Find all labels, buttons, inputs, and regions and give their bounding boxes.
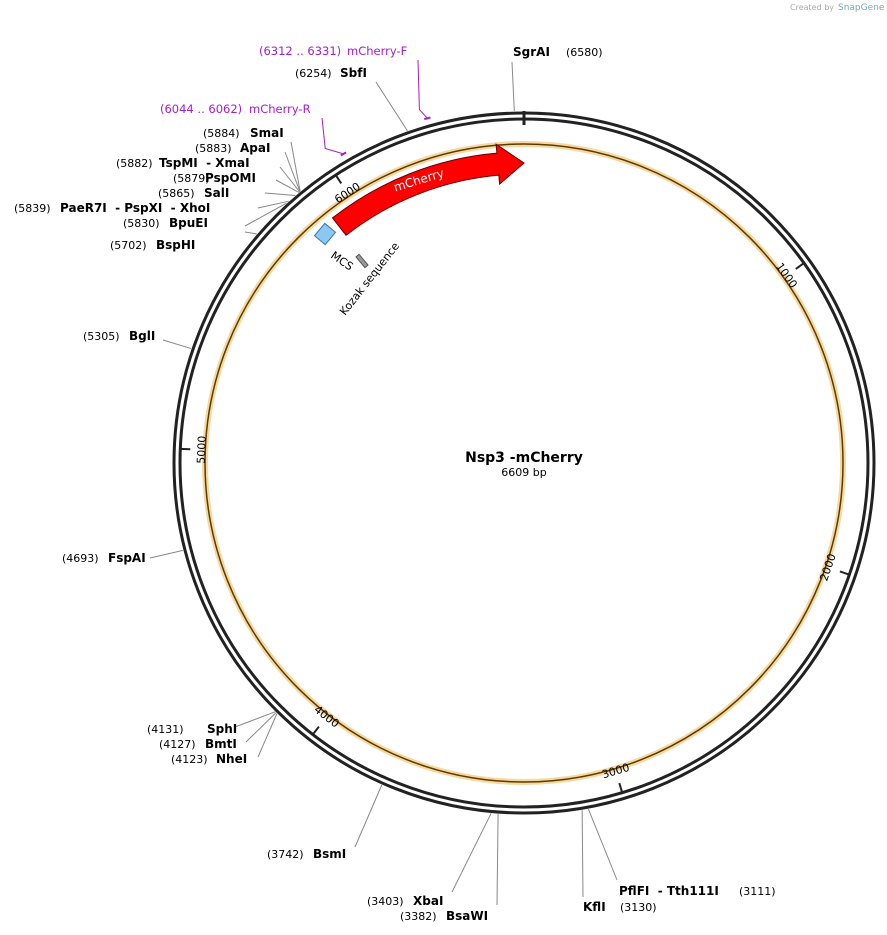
site-name: NheI: [216, 752, 247, 766]
site-position: (4127): [159, 738, 196, 751]
site-leader: [290, 141, 301, 192]
site-position: (6254): [295, 67, 332, 80]
ruler-label: 4000: [312, 703, 342, 730]
site-name: BpuEI: [169, 216, 208, 230]
site-leader: [257, 713, 278, 758]
site-position: (5883): [195, 142, 232, 155]
site-position: (5882): [116, 157, 153, 170]
primer-range: (6312 .. 6331): [259, 44, 341, 58]
feature-arrow: [331, 143, 525, 236]
site-name: BmtI: [205, 737, 237, 751]
site-position: (5879): [173, 172, 210, 185]
site-name: FspAI: [108, 551, 146, 565]
site-position: (5830): [123, 217, 160, 230]
site-position: (3130): [620, 901, 657, 914]
ruler-tick: [311, 725, 320, 736]
site-position: (4123): [171, 753, 208, 766]
map-title: Nsp3 -mCherry: [465, 450, 583, 466]
site-leader: [581, 810, 584, 898]
site-name: PaeR7I - PspXI - XhoI: [60, 201, 210, 215]
site-leader: [257, 200, 289, 209]
primer-range: (6044 .. 6062): [160, 102, 242, 116]
site-leader: [587, 808, 618, 881]
site-leader: [264, 192, 296, 196]
site-position: (4693): [62, 552, 99, 565]
credit-prefix: Created by: [790, 3, 834, 12]
primer-leader: [321, 117, 344, 155]
site-leader: [354, 784, 383, 848]
site-position: (5839): [14, 202, 51, 215]
orf-ring-line: [204, 143, 844, 783]
primer-name: mCherry-R: [249, 102, 311, 116]
site-position: (3742): [267, 848, 304, 861]
kozak-box: [355, 253, 369, 269]
mcs-box: [313, 222, 337, 246]
feature-label: MCS: [328, 249, 355, 274]
site-position: (4131): [147, 723, 184, 736]
ruler-label: 2000: [817, 552, 838, 583]
site-leader: [245, 712, 277, 743]
site-leader: [284, 151, 301, 192]
site-name: SalI: [204, 186, 229, 200]
site-leader: [275, 179, 300, 193]
site-name: XbaI: [413, 894, 443, 908]
site-name: SmaI: [250, 126, 284, 140]
site-leader: [162, 339, 192, 350]
ruler-label: 3000: [601, 761, 632, 781]
site-name: PflFI - Tth111I: [619, 884, 719, 898]
ruler-tick: [618, 782, 624, 793]
site-name: SgrAI: [513, 45, 550, 59]
site-leader: [451, 813, 492, 893]
ruler-tick: [334, 174, 343, 184]
credit-brand: SnapGene: [838, 3, 885, 13]
site-name: BglI: [129, 329, 155, 343]
site-leader: [244, 202, 287, 227]
primer-mark: [340, 151, 347, 157]
site-name: BspHI: [156, 238, 195, 252]
site-leader: [279, 166, 301, 193]
site-leader: [149, 549, 184, 559]
site-position: (3382): [400, 910, 437, 923]
ruler-tick: [795, 262, 805, 270]
site-position: (3111): [739, 885, 776, 898]
site-leader: [244, 231, 257, 235]
site-leader: [234, 711, 276, 728]
map-length: 6609 bp: [501, 466, 546, 479]
site-position: (5884): [203, 127, 240, 140]
primer-mark: [423, 116, 431, 121]
site-position: (5305): [83, 330, 120, 343]
site-position: (5702): [110, 239, 147, 252]
site-position: (3403): [367, 895, 404, 908]
feature-label: Kozak sequence: [337, 240, 402, 318]
site-position: (6580): [566, 46, 603, 59]
site-name: PspOMI: [205, 171, 256, 185]
site-name: BsmI: [313, 847, 346, 861]
site-name: KflI: [583, 900, 606, 914]
ruler-label: 5000: [195, 435, 209, 464]
site-leader: [511, 61, 515, 112]
site-leader: [375, 81, 408, 132]
site-name: BsaWI: [446, 909, 488, 923]
site-name: ApaI: [240, 141, 270, 155]
primer-leader: [417, 59, 428, 119]
site-position: (5865): [158, 187, 195, 200]
site-name: SbfI: [340, 66, 367, 80]
site-name: SphI: [207, 722, 237, 736]
site-name: TspMI - XmaI: [159, 156, 250, 170]
ruler-label: 1000: [773, 260, 800, 290]
site-leader: [496, 814, 499, 906]
primer-name: mCherry-F: [347, 44, 407, 58]
ruler-tick: [839, 570, 850, 576]
